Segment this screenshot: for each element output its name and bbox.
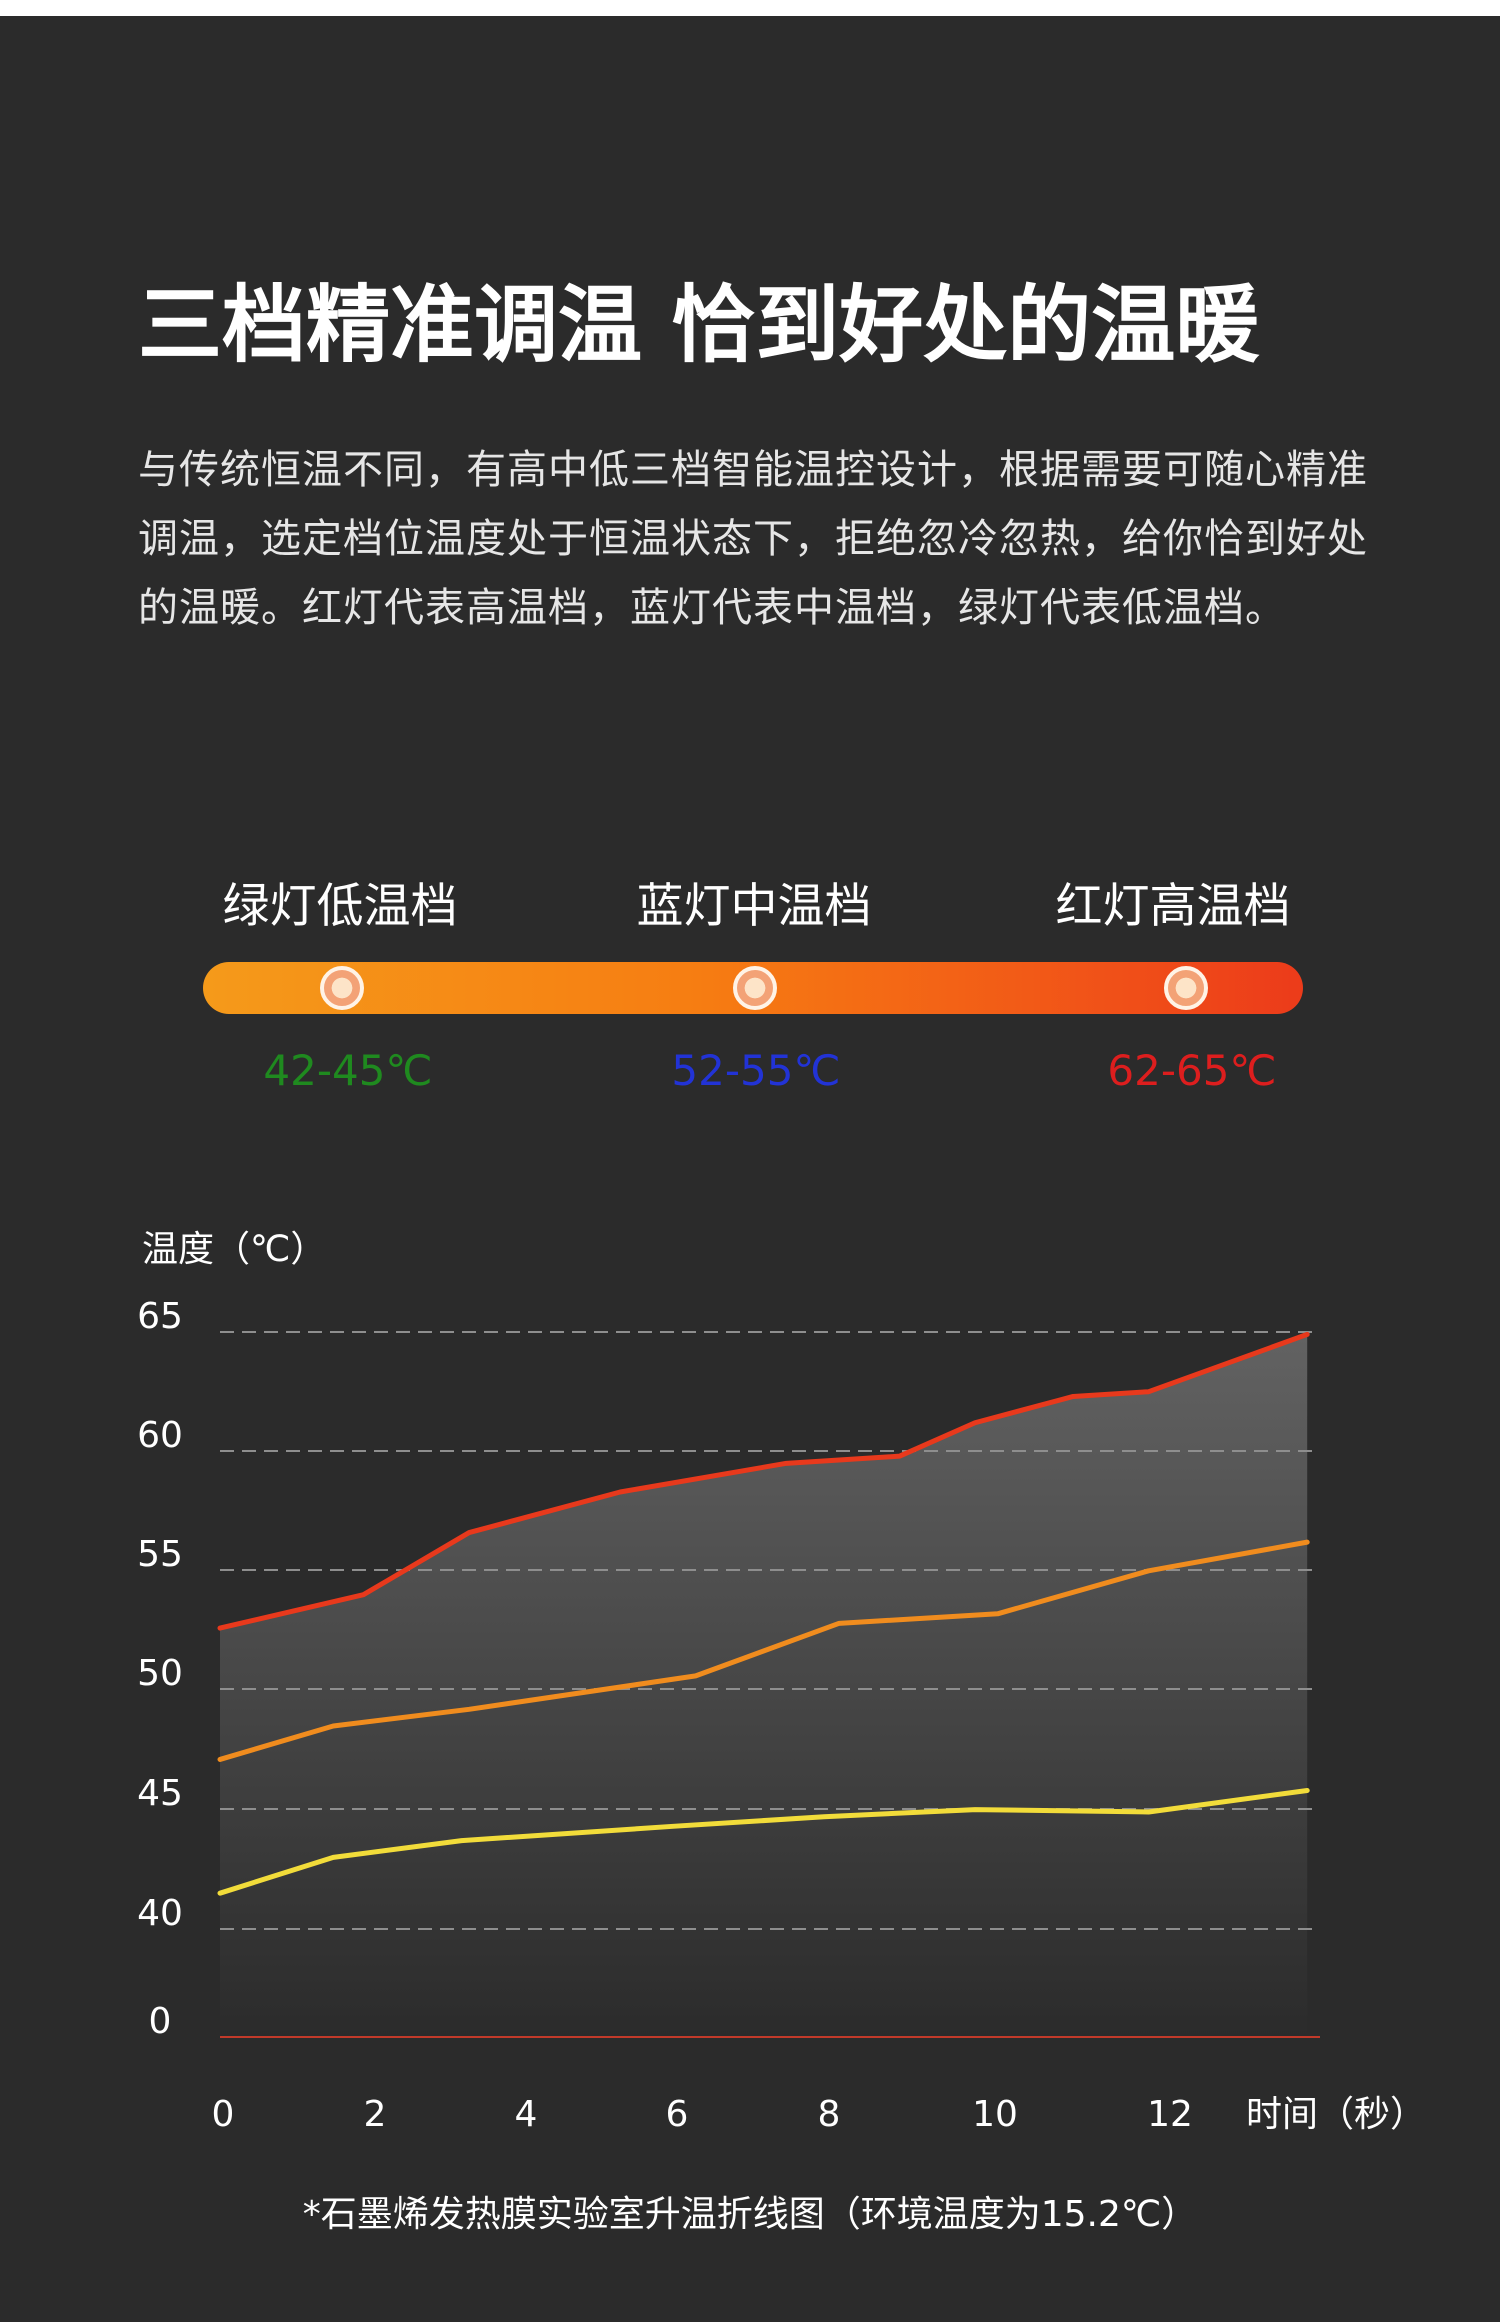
gear-indicator-high <box>1164 966 1208 1010</box>
gear-label-high: 红灯高温档 <box>1055 879 1291 934</box>
x-tick-label: 6 <box>666 2094 689 2135</box>
page-title: 三档精准调温 恰到好处的温暖 <box>138 276 1260 374</box>
y-tick-label: 45 <box>137 1773 183 1814</box>
gear-indicator-low <box>320 966 364 1010</box>
gear-indicator-mid <box>733 966 777 1010</box>
gear-label-low: 绿灯低温档 <box>222 879 458 934</box>
y-tick-label: 65 <box>137 1296 183 1337</box>
y-tick-label: 55 <box>137 1534 183 1575</box>
x-tick-label: 12 <box>1147 2094 1193 2135</box>
gear-range-low: 42-45℃ <box>263 1046 433 1095</box>
x-tick-label: 10 <box>972 2094 1018 2135</box>
y-tick-label: 0 <box>149 2001 172 2042</box>
x-tick-label: 0 <box>212 2094 235 2135</box>
gear-label-mid: 蓝灯中温档 <box>636 879 872 934</box>
x-axis-title: 时间（秒） <box>1246 2094 1426 2135</box>
series-line-0 <box>217 1331 1310 1631</box>
series-line-1 <box>217 1539 1310 1762</box>
gear-range-high: 62-65℃ <box>1107 1046 1277 1095</box>
gear-range-mid: 52-55℃ <box>671 1046 841 1095</box>
x-tick-label: 2 <box>364 2094 387 2135</box>
y-tick-label: 40 <box>137 1893 183 1934</box>
intro-paragraph: 与传统恒温不同，有高中低三档智能温控设计，根据需要可随心精准调温，选定档位温度处… <box>138 447 1368 631</box>
x-tick-label: 4 <box>515 2094 538 2135</box>
y-axis-title: 温度（℃） <box>142 1229 327 1270</box>
x-tick-label: 8 <box>818 2094 841 2135</box>
series-line-2 <box>217 1787 1310 1896</box>
chart-footnote: *石墨烯发热膜实验室升温折线图（环境温度为15.2℃） <box>302 2194 1198 2235</box>
chart-area-fill <box>220 1334 1308 2037</box>
y-tick-label: 50 <box>137 1653 183 1694</box>
y-tick-label: 60 <box>137 1415 183 1456</box>
